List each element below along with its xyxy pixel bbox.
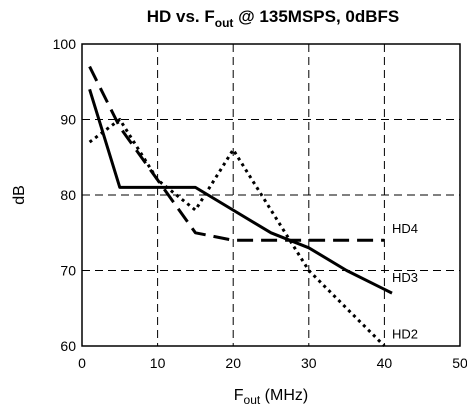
y-tick-label: 60: [60, 338, 76, 354]
x-axis-label-tail: (MHz): [260, 387, 308, 404]
series-line-hd4: [88, 65, 385, 242]
chart-title-tail: @ 135MSPS, 0dBFS: [233, 7, 399, 26]
series-label-hd2: HD2: [392, 326, 418, 341]
plot-frame: [81, 43, 461, 347]
y-tick-label: 100: [53, 36, 77, 52]
chart-title: HD vs. Fout @ 135MSPS, 0dBFS: [147, 7, 400, 30]
x-tick-label: 50: [452, 355, 467, 371]
x-tick-label: 10: [150, 355, 166, 371]
y-tick-label: 90: [60, 112, 76, 128]
grid: [82, 44, 460, 346]
chart-title-main: HD vs. F: [147, 7, 215, 26]
y-tick-label: 70: [60, 263, 76, 279]
y-axis-label: dB: [11, 185, 28, 205]
series-layer: [88, 65, 393, 348]
series-label-hd4: HD4: [392, 221, 418, 236]
y-tick-label: 80: [60, 187, 76, 203]
series-line-hd2: [88, 118, 386, 348]
x-tick-label: 20: [225, 355, 241, 371]
series-line-hd3: [88, 88, 393, 295]
x-tick-label: 40: [377, 355, 393, 371]
series-label-hd3: HD3: [392, 270, 418, 285]
chart-title-subscript: out: [215, 16, 234, 30]
x-tick-label: 30: [301, 355, 317, 371]
series-labels: HD4 HD3 HD2: [392, 221, 418, 342]
x-axis-label-main: F: [234, 387, 244, 404]
x-axis-label-subscript: out: [244, 393, 261, 407]
tick-labels: 0 10 20 30 40 50 60 70 80 90 100: [53, 36, 467, 371]
x-tick-label: 0: [78, 355, 86, 371]
x-axis-label: Fout (MHz): [234, 387, 308, 407]
